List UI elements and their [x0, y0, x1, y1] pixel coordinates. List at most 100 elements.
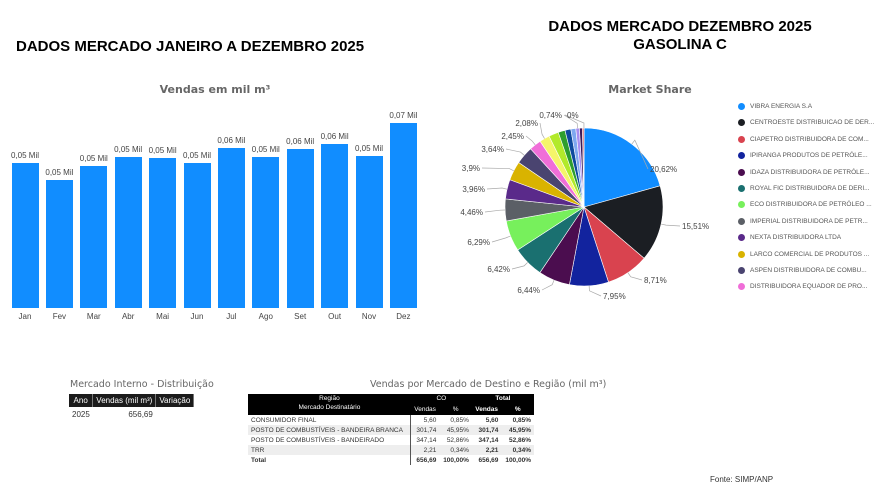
legend-item[interactable]: NEXTA DISTRIBUIDORA LTDA	[738, 234, 842, 242]
legend-item[interactable]: ASPEN DISTRIBUIDORA DE COMBU...	[738, 267, 867, 274]
source-note: Fonte: SIMP/ANP	[710, 475, 774, 484]
pie-data-label: 6,44%	[517, 286, 540, 295]
table-cell: 656,69	[416, 456, 437, 464]
x-tick-label: Set	[294, 312, 307, 321]
col-ano[interactable]: Ano	[69, 394, 94, 407]
legend-dot-icon	[738, 152, 745, 160]
legend-item[interactable]: CIAPETRO DISTRIBUIDORA DE COM...	[738, 135, 869, 143]
col-co-vendas: Vendas	[410, 403, 440, 415]
leader-line	[481, 167, 514, 172]
bar-Mar[interactable]	[80, 166, 108, 308]
x-tick-label: Mar	[86, 312, 101, 321]
bar-data-label: 0,05 Mil	[10, 150, 40, 160]
bar-Fev[interactable]	[45, 179, 73, 308]
col-vendas[interactable]: Vendas (mil m³)	[92, 394, 157, 407]
table-cell: 301,74	[410, 425, 440, 435]
bar-Set[interactable]	[286, 149, 314, 308]
x-tick-label: Jun	[190, 312, 204, 321]
bar-data-label: 0,05 Mil	[251, 145, 280, 155]
pie-data-label: 8,71%	[644, 276, 667, 285]
bar-Out[interactable]	[321, 143, 349, 308]
leader-line	[588, 285, 602, 297]
legend-label: IPIRANGA PRODUTOS DE PETRÓLE...	[750, 152, 868, 160]
table-cell: 45,95%	[501, 425, 534, 435]
x-tick-label: Abr	[121, 312, 135, 321]
x-tick-label: Mai	[156, 312, 170, 321]
bar-Ago[interactable]	[252, 157, 280, 308]
table-cell: 2,21	[410, 445, 440, 455]
bar-Jan[interactable]	[11, 162, 39, 308]
bar-data-label: 0,05 Mil	[182, 150, 212, 160]
left-table-title: Mercado Interno - Distribuição	[70, 379, 214, 390]
bar-Jul[interactable]	[217, 147, 245, 308]
bar-data-label: 0,05 Mil	[45, 167, 74, 177]
bar-Jun[interactable]	[183, 162, 211, 308]
bar-Abr[interactable]	[114, 157, 142, 308]
bar-data-label: 0,06 Mil	[320, 131, 349, 141]
table-cell: 100,00%	[443, 456, 469, 464]
pie-data-label: 2,08%	[515, 119, 538, 128]
legend-item[interactable]: CENTROESTE DISTRIBUICAO DE DER...	[738, 119, 875, 127]
legend-item[interactable]: ROYAL FIC DISTRIBUIDORA DE DERI...	[738, 185, 870, 192]
pie-data-label: 7,95%	[603, 292, 626, 301]
x-tick-label: Jan	[18, 312, 32, 321]
table-cell: 347,14	[416, 436, 437, 444]
col-variacao[interactable]: Variação	[155, 394, 195, 407]
bar-data-label: 0,05 Mil	[114, 145, 143, 155]
legend-label: CIAPETRO DISTRIBUIDORA DE COM...	[750, 135, 869, 143]
legend-label: NEXTA DISTRIBUIDORA LTDA	[750, 234, 842, 242]
leader-line	[627, 272, 643, 281]
leader-line	[563, 114, 578, 129]
table-cell: 656,69	[478, 456, 499, 464]
table-row: 2025 656,69	[69, 407, 194, 422]
leader-line	[511, 262, 528, 270]
legend-dot-icon	[738, 201, 745, 209]
legend-label: LARCO COMERCIAL DE PRODUTOS ...	[750, 250, 870, 258]
table-row: Total 656,69 100,00% 656,69 100,00%	[248, 455, 534, 465]
bar-Dez[interactable]	[389, 123, 417, 308]
table-cell: 5,60	[485, 416, 499, 424]
pie-data-label: 0,74%	[539, 111, 562, 120]
page-title-left: DADOS MERCADO JANEIRO A DEZEMBRO 2025	[16, 38, 365, 55]
legend-item[interactable]: DISTRIBUIDORA EQUADOR DE PRO...	[738, 283, 868, 291]
leader-line	[541, 279, 555, 291]
pie-chart-title: Market Share	[608, 83, 692, 96]
table-cell: 100,00%	[505, 456, 531, 464]
title-right-line2: GASOLINA C	[633, 36, 727, 53]
bar-Mai[interactable]	[149, 158, 177, 308]
leader-line	[484, 209, 506, 213]
table-cell: 347,14	[478, 436, 499, 444]
pie-slice[interactable]	[583, 185, 664, 259]
leader-line	[491, 235, 511, 243]
legend-item[interactable]: IPIRANGA PRODUTOS DE PETRÓLE...	[738, 152, 868, 160]
table-cell: 301,74	[471, 425, 502, 435]
bar-data-label: 0,05 Mil	[148, 146, 177, 156]
legend-dot-icon	[738, 168, 745, 176]
legend-dot-icon	[738, 217, 745, 225]
legend-label: IMPERIAL DISTRIBUIDORA DE PETR...	[750, 217, 868, 225]
col-total-pct: %	[501, 403, 534, 415]
legend-label: CENTROESTE DISTRIBUICAO DE DER...	[750, 119, 875, 127]
table-row: CONSUMIDOR FINAL 5,60 0,85% 5,60 0,85%	[248, 415, 534, 425]
table-cell: TRR	[248, 445, 412, 455]
legend-item[interactable]: ECO DISTRIBUIDORA DE PETRÓLEO ...	[738, 201, 872, 209]
legend-dot-icon	[738, 234, 745, 242]
legend-item[interactable]: IMPERIAL DISTRIBUIDORA DE PETR...	[738, 217, 868, 225]
bar-Nov[interactable]	[355, 155, 383, 308]
legend-item[interactable]: LARCO COMERCIAL DE PRODUTOS ...	[738, 250, 870, 258]
bar-data-label: 0,05 Mil	[354, 143, 384, 153]
leader-line	[505, 148, 525, 156]
table-cell: 52,86%	[508, 436, 531, 444]
pie-slice[interactable]	[583, 127, 661, 208]
legend-label: DISTRIBUIDORA EQUADOR DE PRO...	[750, 283, 868, 291]
title-right-line1: DADOS MERCADO DEZEMBRO 2025	[548, 18, 812, 35]
legend-item[interactable]: VIBRA ENERGIA S.A	[738, 103, 812, 110]
table-row: POSTO DE COMBUSTÍVEIS - BANDEIRADO 347,14…	[248, 435, 534, 445]
legend-item[interactable]: IDAZA DISTRIBUIDORA DE PETRÓLE...	[738, 168, 870, 176]
x-tick-label: Out	[328, 312, 342, 321]
pie-chart: 20,62% 15,51% 8,71% 7,95% 6,44% 6,42% 6,29% 4,4…	[460, 111, 709, 301]
pie-data-label: 3,64%	[481, 145, 504, 154]
col-co: CO	[410, 394, 472, 403]
table-cell: POSTO DE COMBUSTÍVEIS - BANDEIRADO	[248, 435, 412, 445]
pie-data-label: 3,9%	[462, 164, 480, 173]
